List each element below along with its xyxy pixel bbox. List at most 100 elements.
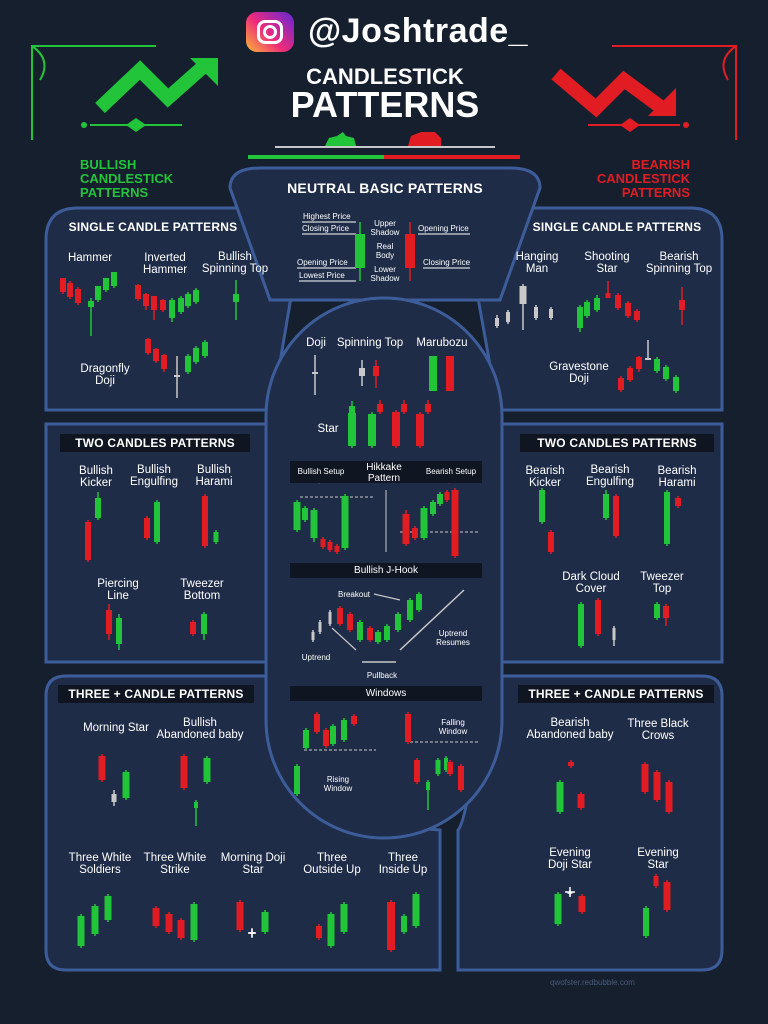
candle-body	[201, 614, 207, 634]
candle-body	[293, 502, 301, 530]
candle	[645, 340, 651, 360]
candle	[627, 366, 633, 382]
title-line-2: PATTERNS	[290, 84, 480, 125]
candle-body	[446, 356, 454, 391]
candle-body	[367, 628, 373, 640]
candle-body	[154, 502, 160, 542]
candle-body	[160, 300, 166, 310]
candle-body	[320, 539, 326, 547]
decorations	[31, 45, 737, 751]
candle	[95, 492, 101, 520]
hammer-label: Hammer	[67, 252, 113, 264]
candle	[347, 612, 353, 632]
candle	[578, 894, 586, 914]
candle-body	[213, 532, 219, 542]
candle	[165, 912, 173, 934]
candle-body	[177, 920, 185, 938]
candle	[407, 598, 413, 622]
candle-body	[577, 794, 585, 808]
candle	[88, 298, 94, 336]
highest-price-label: Highest Price	[303, 212, 351, 221]
candle-body	[95, 498, 101, 518]
candle-body	[314, 714, 320, 732]
candle	[303, 728, 309, 750]
candle-body	[327, 542, 333, 550]
candle-body	[430, 502, 436, 514]
candle	[77, 914, 85, 948]
candle	[351, 714, 357, 726]
candle-body	[458, 766, 464, 790]
candle	[122, 770, 130, 800]
candle	[185, 292, 191, 308]
candle	[116, 614, 122, 650]
candle-body	[323, 730, 329, 746]
candle	[663, 604, 669, 626]
pullback-label: Pullback	[366, 671, 398, 680]
candle-body	[116, 618, 122, 644]
candle-body	[556, 782, 564, 812]
candle	[568, 760, 574, 768]
candle	[664, 490, 670, 546]
neutral-panel	[228, 166, 542, 302]
candle-body	[625, 303, 631, 316]
evening-star-label: Evening Star	[637, 847, 679, 871]
uptrend-resumes-label: Uptrend Resumes	[436, 629, 470, 647]
candle	[446, 356, 454, 391]
candle	[193, 346, 199, 364]
candle	[341, 718, 347, 742]
candle-body	[95, 286, 101, 300]
bullish-arrowhead	[190, 58, 218, 86]
candle-body	[357, 622, 363, 640]
candle	[314, 712, 320, 734]
candle	[539, 488, 545, 524]
candle-body	[190, 904, 198, 940]
candle-body	[654, 604, 660, 618]
morning-doji-star-label: Morning Doji Star	[220, 852, 286, 876]
candle-body	[554, 894, 562, 924]
candle	[330, 724, 336, 746]
candle	[312, 355, 318, 395]
candle-body	[663, 606, 669, 618]
candle	[548, 530, 554, 554]
three-inside-up-label: Three Inside Up	[378, 852, 428, 876]
lowest-price-label: Lowest Price	[299, 271, 345, 280]
candle-body	[106, 610, 112, 634]
bearish-engulfing-label: Bearish Engulfing	[586, 464, 634, 488]
bearish-kicker-label: Bearish Kicker	[525, 465, 565, 489]
shooting-star-label: Shooting Star	[584, 251, 630, 275]
candle-body	[190, 622, 196, 634]
candle	[367, 626, 373, 642]
candle-body	[193, 290, 199, 302]
candle	[261, 910, 269, 934]
candle-body	[60, 278, 66, 292]
candle	[318, 620, 322, 634]
candle-body	[653, 772, 661, 800]
candle	[414, 758, 420, 784]
candle	[143, 293, 149, 310]
title-line-1: CANDLESTICK	[306, 64, 464, 89]
spinning-top-label: Spinning Top	[336, 337, 404, 349]
panels	[44, 166, 724, 972]
candle-body	[578, 604, 584, 646]
candle-body	[384, 626, 390, 640]
candle	[603, 490, 609, 520]
windows-header: Windows	[290, 686, 482, 701]
candle-body	[444, 758, 448, 770]
candles	[60, 222, 685, 952]
candle-body	[337, 608, 343, 624]
candle-body	[98, 756, 106, 780]
candle	[377, 400, 383, 414]
three-white-soldiers-label: Three White Soldiers	[68, 852, 132, 876]
candle	[578, 602, 584, 648]
candle	[444, 490, 450, 502]
candle	[554, 892, 562, 926]
candle	[185, 354, 191, 374]
candle-body	[169, 300, 175, 318]
candle	[311, 630, 315, 642]
neutral-header: NEUTRAL BASIC PATTERNS	[287, 180, 483, 196]
candle-body	[414, 760, 420, 782]
candle-body	[416, 594, 422, 610]
opening-price-right-label: Opening Price	[418, 224, 469, 233]
candle-body	[91, 906, 99, 934]
